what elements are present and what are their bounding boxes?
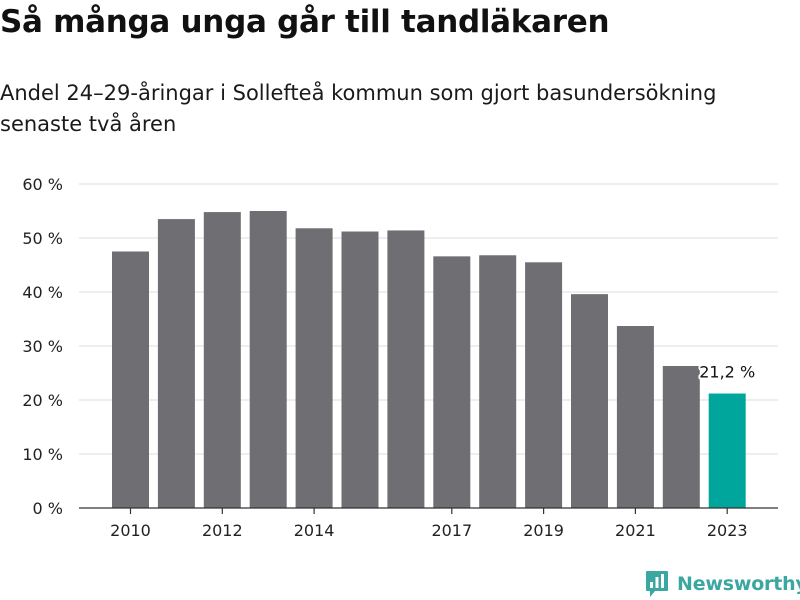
- y-tick-label: 20 %: [22, 391, 63, 410]
- x-axis: 2010 2012 2014 2017 2019 2021 2023: [79, 507, 778, 540]
- x-tick-label: 2014: [294, 521, 335, 540]
- bar-2020: [571, 294, 608, 508]
- x-tick-label: 2019: [523, 521, 564, 540]
- y-tick-label: 10 %: [22, 445, 63, 464]
- bar-2019: [525, 262, 563, 508]
- x-tick-label: 2021: [615, 521, 656, 540]
- data-label: 21,2 %: [699, 363, 755, 382]
- chart-title: Så många unga går till tandläkaren: [0, 4, 610, 40]
- bar-2016: [387, 230, 425, 508]
- y-tick-label: 40 %: [22, 283, 63, 302]
- y-axis-tick-labels: 0 % 10 % 20 % 30 % 40 % 50 % 60 %: [22, 175, 63, 518]
- grid-lines: [79, 183, 778, 455]
- bar-2018: [479, 255, 517, 508]
- bar-2013: [249, 211, 287, 508]
- bars: [112, 211, 746, 508]
- bar-2017: [433, 256, 471, 508]
- y-tick-label: 0 %: [33, 499, 63, 518]
- bar-2012: [203, 212, 241, 508]
- bar-2015: [341, 231, 379, 508]
- bar-2021: [616, 326, 654, 508]
- y-tick-label: 50 %: [22, 229, 63, 248]
- x-tick-label: 2010: [110, 521, 151, 540]
- bar-2022: [662, 365, 700, 508]
- bar-2011: [157, 219, 195, 508]
- data-labels: 21,2 %: [697, 361, 757, 384]
- brand-name: Newsworthy: [677, 573, 800, 595]
- y-tick-label: 60 %: [22, 175, 63, 194]
- brand-logo: Newsworthy: [645, 569, 800, 599]
- x-tick-label: 2023: [707, 521, 748, 540]
- bar-2023: [708, 393, 746, 508]
- bar-2014: [295, 228, 333, 508]
- newsworthy-chart-bubble-icon: [646, 571, 668, 597]
- bar-2010: [112, 251, 149, 508]
- x-tick-label: 2017: [431, 521, 472, 540]
- y-tick-label: 30 %: [22, 337, 63, 356]
- x-tick-label: 2012: [202, 521, 243, 540]
- chart-subtitle: Andel 24–29-åringar i Sollefteå kommun s…: [0, 81, 717, 136]
